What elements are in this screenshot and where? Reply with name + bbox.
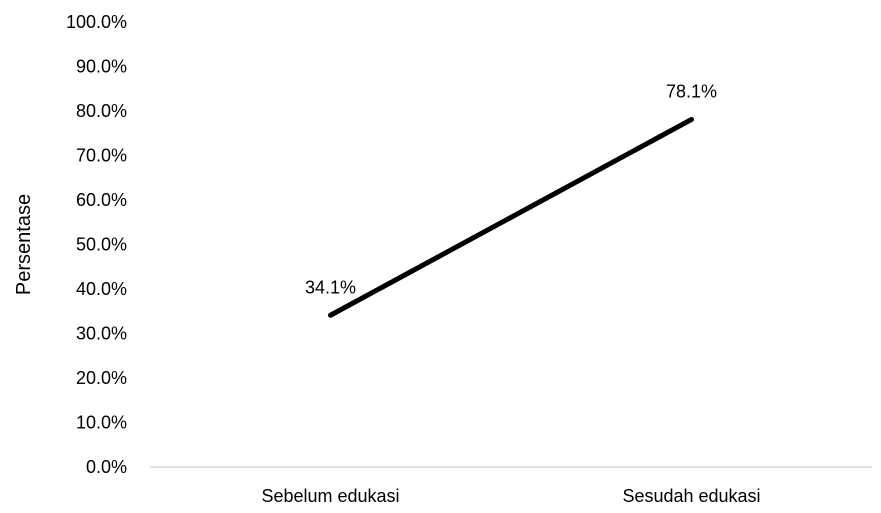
y-tick-label: 50.0% — [76, 235, 127, 255]
y-tick-label: 40.0% — [76, 279, 127, 299]
y-tick-label: 100.0% — [66, 12, 127, 32]
y-tick-label: 90.0% — [76, 57, 127, 77]
series-group — [328, 116, 694, 318]
y-tick-label: 80.0% — [76, 101, 127, 121]
y-axis-ticks: 0.0% 10.0% 20.0% 30.0% 40.0% 50.0% 60.0% 70.0% 8… — [66, 12, 127, 477]
x-axis-ticks: Sebelum edukasi Sesudah edukasi — [261, 486, 760, 506]
series-line — [328, 116, 694, 318]
y-tick-label: 20.0% — [76, 368, 127, 388]
y-tick-label: 30.0% — [76, 324, 127, 344]
data-labels: 34.1% 78.1% — [305, 81, 717, 297]
y-tick-label: 60.0% — [76, 190, 127, 210]
y-tick-label: 0.0% — [86, 457, 127, 477]
y-axis-title: Persentase — [13, 194, 35, 295]
y-tick-label: 10.0% — [76, 413, 127, 433]
x-tick-label: Sebelum edukasi — [261, 486, 399, 506]
x-tick-label: Sesudah edukasi — [622, 486, 760, 506]
y-tick-label: 70.0% — [76, 146, 127, 166]
data-label: 78.1% — [666, 81, 717, 101]
data-label: 34.1% — [305, 277, 356, 297]
